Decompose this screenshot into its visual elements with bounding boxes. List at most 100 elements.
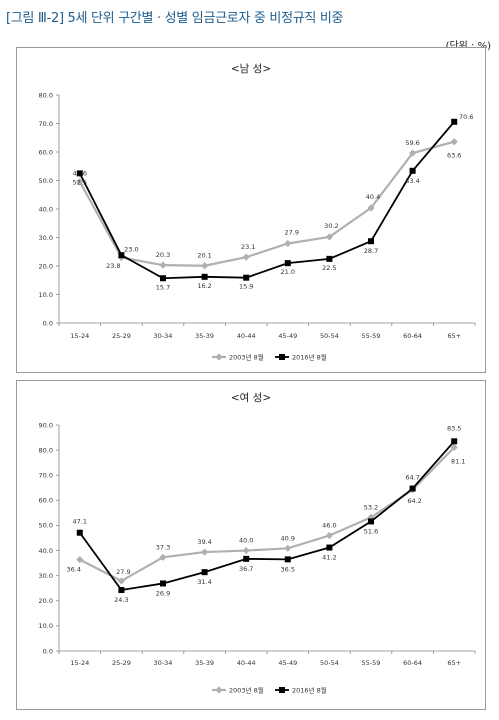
data-point-square: [409, 485, 416, 492]
data-label: 81.1: [451, 457, 465, 465]
data-label: 36.7: [239, 565, 253, 573]
data-label: 51.6: [364, 527, 378, 535]
data-point-square: [368, 518, 374, 525]
x-tick-label: 25-29: [112, 332, 131, 340]
x-tick-label: 60-64: [403, 332, 422, 340]
data-label: 15.7: [156, 283, 170, 291]
y-tick-label: 20.0: [39, 597, 53, 605]
data-label: 20.1: [197, 252, 211, 260]
data-label: 22.5: [322, 264, 336, 272]
legend-label: 2003년 8월: [229, 685, 264, 694]
data-point-square: [284, 260, 291, 267]
y-tick-label: 0.0: [43, 319, 53, 327]
x-tick-label: 65+: [447, 332, 461, 340]
figure-title: [그림 Ⅲ-2] 5세 단위 구간별 · 성별 임금근로자 중 비정규직 비중: [6, 11, 344, 26]
data-point-diamond: [367, 204, 375, 212]
data-point-square: [326, 255, 333, 262]
data-point-square: [118, 586, 125, 593]
data-point-diamond: [325, 233, 333, 241]
legend-marker-square: [279, 687, 285, 693]
x-tick-label: 15-24: [70, 332, 89, 340]
x-tick-label: 30-34: [154, 659, 173, 667]
y-tick-label: 10.0: [39, 622, 53, 630]
y-tick-label: 30.0: [39, 234, 53, 242]
data-label: 53.4: [405, 177, 419, 185]
data-label: 63.6: [447, 152, 461, 160]
x-tick-label: 30-34: [154, 332, 173, 340]
chart-panel-female: <여 성> 0.0 10.0 20.0 30.0 40.0 50.0 60.0 70.0 80.0…: [16, 380, 486, 710]
chart-female: <여 성> 0.0 10.0 20.0 30.0 40.0 50.0 60.0 70.0 80.0…: [39, 392, 476, 694]
data-point-diamond: [325, 531, 333, 540]
data-label: 53.2: [364, 503, 378, 511]
data-point-square: [201, 273, 208, 280]
data-point-diamond: [201, 262, 209, 270]
legend-marker-square: [279, 354, 285, 360]
data-label: 36.5: [281, 565, 295, 573]
legend-marker-diamond: [215, 353, 223, 361]
x-tick-label: 35-39: [195, 332, 214, 340]
data-label: 24.3: [114, 596, 128, 604]
x-tick-label: 50-54: [320, 332, 339, 340]
series-line-2: [78, 121, 455, 280]
chart-panel-male: <남 성> 0.0 10.0 20.0 30.0 40.0 50.0 60.0 70.0 80.0…: [16, 47, 486, 373]
y-tick-label: 20.0: [39, 262, 53, 270]
data-point-square: [409, 167, 416, 174]
data-label: 23.1: [241, 243, 255, 251]
data-point-square: [451, 118, 458, 125]
data-point-diamond: [450, 138, 458, 146]
x-tick-label: 40-44: [237, 332, 256, 340]
y-tick-label: 50.0: [39, 177, 53, 185]
data-point-diamond: [242, 253, 250, 261]
legend-marker-diamond: [215, 686, 223, 694]
y-tick-label: 0.0: [43, 647, 53, 655]
data-label: 26.9: [156, 589, 170, 597]
y-tick-label: 90.0: [39, 421, 53, 429]
y-tick-label: 70.0: [39, 472, 53, 480]
legend-label: 2003년 8월: [229, 352, 264, 361]
series-line-1: [79, 446, 455, 583]
data-point-diamond: [284, 239, 292, 248]
y-tick-label: 40.0: [39, 205, 53, 213]
data-label: 27.9: [116, 568, 130, 576]
data-label: 70.6: [459, 113, 473, 121]
y-tick-label: 10.0: [39, 291, 53, 299]
series-line-1: [78, 140, 455, 267]
x-tick-label: 65+: [447, 659, 461, 667]
data-label: 27.9: [285, 228, 299, 236]
data-point-square: [368, 238, 374, 245]
data-point-square: [451, 438, 458, 445]
data-label: 83.5: [447, 424, 461, 432]
chart-title: <남 성>: [231, 63, 271, 75]
series-line-2: [79, 440, 455, 591]
data-point-square: [201, 569, 208, 576]
data-label: 20.3: [156, 251, 170, 259]
chart-male: <남 성> 0.0 10.0 20.0 30.0 40.0 50.0 60.0 70.0 80.0…: [39, 63, 476, 361]
data-label: 28.7: [364, 247, 378, 255]
data-point-diamond: [117, 577, 125, 585]
data-point-square: [243, 555, 250, 562]
data-label: 37.3: [156, 543, 170, 551]
data-label: 21.0: [281, 268, 295, 276]
data-point-square: [76, 529, 83, 536]
data-label: 16.2: [197, 282, 211, 290]
data-label: 39.4: [197, 538, 211, 546]
data-label: 30.2: [324, 222, 338, 230]
x-tick-label: 55-59: [362, 332, 381, 340]
data-label: 40.4: [366, 193, 380, 201]
data-label: 52.5: [73, 178, 87, 186]
x-tick-label: 60-64: [403, 659, 422, 667]
data-point-square: [243, 274, 250, 281]
y-tick-label: 80.0: [39, 91, 53, 99]
x-tick-label: 55-59: [362, 659, 381, 667]
x-tick-label: 25-29: [112, 659, 131, 667]
y-tick-label: 80.0: [39, 446, 53, 454]
data-point-diamond: [159, 261, 167, 269]
y-tick-label: 50.0: [39, 522, 53, 530]
x-tick-label: 45-49: [278, 659, 297, 667]
unit-label: (단위 : %): [446, 37, 491, 52]
y-tick-label: 70.0: [39, 120, 53, 128]
data-label: 23.0: [124, 245, 138, 253]
data-point-diamond: [201, 548, 209, 556]
x-tick-label: 45-49: [278, 332, 297, 340]
data-label: 31.4: [197, 578, 211, 586]
